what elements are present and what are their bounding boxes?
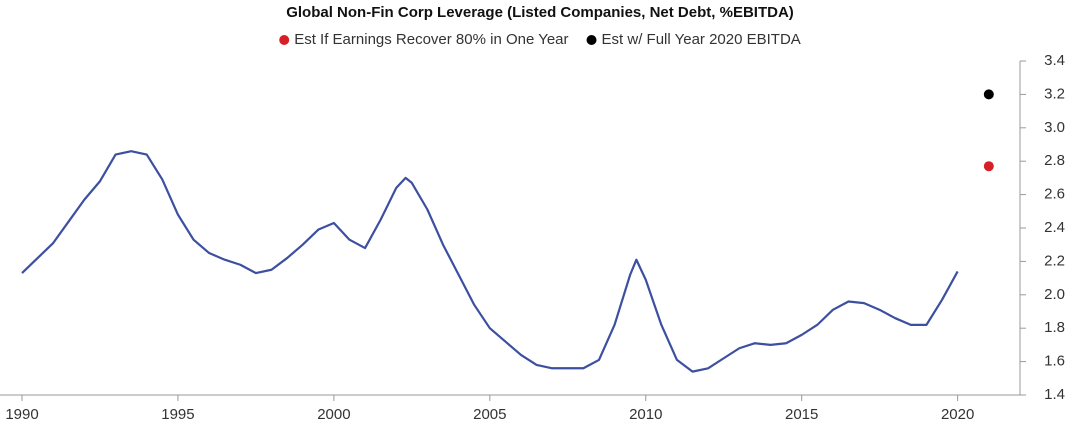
point [983, 161, 994, 172]
x-tick-label: 2015 [785, 406, 818, 423]
x-tick-label: 1990 [5, 406, 38, 423]
point [983, 89, 994, 100]
x-tick-label: 1995 [161, 406, 194, 423]
y-tick-label: 2.8 [1044, 152, 1065, 169]
x-tick-label: 2000 [317, 406, 350, 423]
y-tick-label: 1.4 [1044, 386, 1065, 403]
y-tick-label: 1.8 [1044, 319, 1065, 336]
line [21, 150, 959, 373]
y-tick-label: 3.4 [1044, 52, 1065, 69]
legend-marker [279, 35, 290, 45]
chart-title: Global Non-Fin Corp Leverage (Listed Com… [286, 4, 794, 21]
y-tick-label: 1.6 [1044, 353, 1065, 370]
x-tick-label: 2005 [473, 406, 506, 423]
legend: Est If Earnings Recover 80% in One Year E… [279, 31, 801, 48]
y-tick-label: 2.2 [1044, 252, 1065, 269]
y-tick-label: 2.0 [1044, 286, 1065, 303]
x-tick-label: 2020 [941, 406, 974, 423]
y-tick-label: 3.2 [1044, 85, 1065, 102]
legend-marker [586, 35, 597, 45]
legend-label: Est If Earnings Recover 80% in One Year [294, 31, 568, 48]
y-tick-label: 3.0 [1044, 119, 1065, 136]
x-tick-label: 2010 [629, 406, 662, 423]
legend-label: Est w/ Full Year 2020 EBITDA [602, 31, 801, 48]
y-tick-label: 2.4 [1044, 219, 1065, 236]
y-tick-label: 2.6 [1044, 186, 1065, 203]
